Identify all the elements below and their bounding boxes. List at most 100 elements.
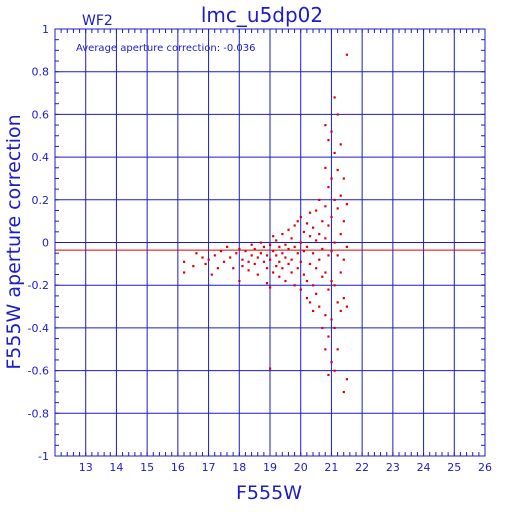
data-point [330, 177, 333, 180]
data-point [269, 286, 272, 289]
data-point [281, 267, 284, 270]
y-tick-label: 0.4 [32, 151, 50, 164]
data-point [183, 260, 186, 263]
y-tick-label: 0.8 [32, 66, 50, 79]
data-point [293, 284, 296, 287]
data-point [302, 273, 305, 276]
data-point [259, 252, 262, 255]
data-point [287, 228, 290, 231]
data-point [250, 243, 253, 246]
data-point [333, 284, 336, 287]
data-point [281, 252, 284, 255]
data-point [287, 262, 290, 266]
data-point [345, 305, 348, 308]
data-point [253, 247, 256, 251]
data-point [256, 256, 259, 259]
data-point [302, 230, 305, 234]
data-point [210, 273, 213, 276]
data-point [213, 254, 216, 257]
data-point [327, 373, 330, 377]
data-point [324, 348, 327, 351]
data-point [339, 232, 342, 236]
data-point [336, 301, 339, 304]
data-point [336, 207, 339, 210]
data-point [275, 254, 278, 257]
data-point [222, 260, 226, 263]
data-point [253, 262, 256, 266]
data-point [290, 258, 293, 261]
data-point [321, 275, 324, 278]
x-tick-label: 16 [171, 461, 185, 474]
data-point [262, 260, 266, 263]
data-point [204, 262, 207, 266]
data-point [336, 113, 339, 116]
data-point [324, 124, 327, 127]
data-point [330, 250, 333, 253]
average-annotation: Average aperture correction: -0.036 [76, 43, 256, 54]
data-point [284, 243, 287, 246]
data-point [278, 245, 281, 248]
y-tick-label: 0.2 [32, 194, 50, 207]
data-point [333, 151, 336, 155]
data-point [315, 209, 318, 212]
data-point [238, 247, 241, 251]
data-point [269, 367, 272, 370]
data-point [339, 309, 342, 313]
data-point [262, 245, 266, 248]
data-point [342, 258, 345, 261]
y-tick-label: -0.8 [28, 407, 49, 420]
data-point [342, 220, 345, 223]
data-point [281, 232, 284, 236]
data-point [305, 222, 309, 225]
x-tick-label: 26 [478, 461, 492, 474]
data-point [318, 305, 321, 308]
data-points [183, 53, 348, 394]
y-axis-label: F555W aperture correction [3, 114, 25, 369]
data-point [318, 232, 321, 236]
data-point [315, 239, 318, 242]
data-point [305, 245, 309, 248]
data-point [308, 211, 312, 214]
data-point [201, 256, 204, 259]
data-point [339, 143, 342, 146]
data-point [333, 326, 336, 330]
y-tick-label: -1 [38, 450, 49, 463]
data-point [324, 271, 327, 274]
data-point [333, 369, 336, 372]
data-point [321, 326, 324, 330]
data-point [296, 252, 299, 255]
data-point [265, 267, 269, 270]
data-point [333, 198, 336, 201]
data-point [290, 271, 293, 274]
data-point [244, 250, 247, 253]
y-tick-label: 0.6 [32, 108, 50, 121]
chart-title: lmc_u5dp02 [201, 3, 323, 27]
data-point [321, 220, 324, 223]
y-tick-label: -0.4 [28, 322, 49, 335]
data-point [324, 237, 327, 240]
data-point [195, 252, 198, 255]
x-tick-labels: 13 14 15 16 17 18 19 20 21 22 23 24 25 26 [79, 461, 492, 474]
data-point [333, 241, 336, 244]
data-point [207, 258, 210, 261]
data-point [272, 235, 275, 238]
data-point [308, 262, 312, 266]
data-point [284, 279, 287, 283]
x-tick-label: 24 [417, 461, 431, 474]
data-point [330, 130, 333, 133]
x-tick-label: 21 [324, 461, 338, 474]
data-point [265, 282, 269, 285]
data-point [192, 264, 195, 268]
data-point [290, 237, 293, 240]
data-point [299, 215, 302, 219]
data-point [293, 224, 296, 227]
data-point [247, 260, 250, 263]
x-axis-label: F555W [236, 482, 302, 504]
data-point [324, 166, 327, 169]
data-point [315, 292, 318, 295]
y-tick-label: -0.2 [28, 279, 49, 292]
data-point [336, 168, 339, 172]
data-point [229, 256, 232, 259]
data-point [183, 271, 186, 274]
